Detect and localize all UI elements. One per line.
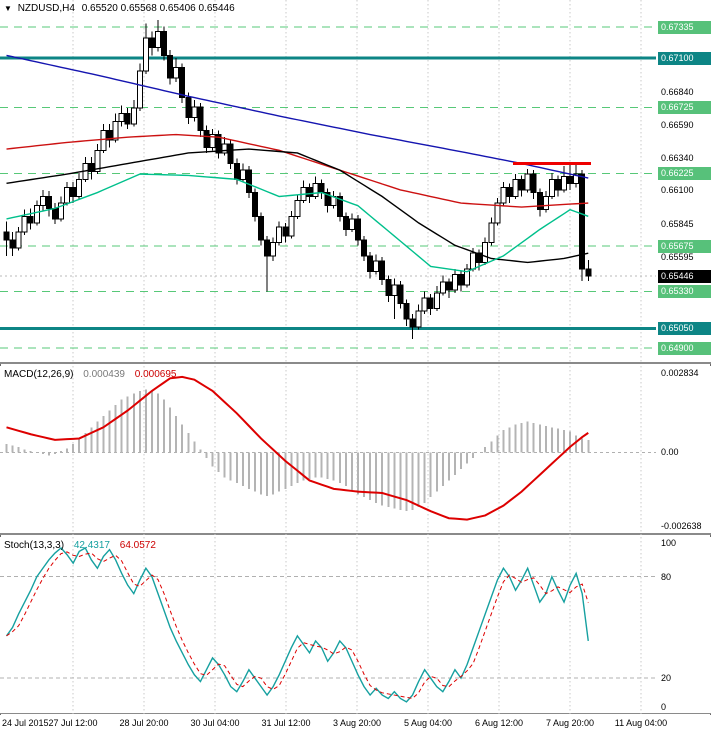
- time-axis-label: 5 Aug 04:00: [403, 718, 453, 728]
- stochastic-main-value: 42.4317: [73, 540, 110, 551]
- time-axis[interactable]: 24 Jul 2015 27 Jul 12:00 28 Jul 20:00 30 Ju…: [0, 715, 711, 733]
- symbol-dropdown-icon[interactable]: ▼: [4, 4, 12, 13]
- stochastic-indicator-label: Stoch(13,3,3) 42.4317 64.0572: [4, 540, 163, 551]
- macd-panel[interactable]: MACD(12,26,9) 0.000439 0.000695 0.002834…: [0, 366, 711, 535]
- time-axis-label: 24 Jul 2015: [2, 718, 49, 728]
- time-axis-label: 6 Aug 12:00: [474, 718, 524, 728]
- stochastic-canvas[interactable]: [0, 537, 711, 714]
- macd-signal-value: 0.000695: [134, 369, 177, 380]
- stochastic-name: Stoch(13,3,3): [4, 540, 65, 551]
- main-chart-panel[interactable]: ▼ NZDUSD,H4 0.65520 0.65568 0.65406 0.65…: [0, 0, 711, 364]
- time-axis-label: 7 Aug 20:00: [545, 718, 595, 728]
- chart-header: ▼ NZDUSD,H4 0.65520 0.65568 0.65406 0.65…: [4, 3, 239, 14]
- main-chart-canvas[interactable]: [0, 0, 711, 364]
- time-axis-label: 27 Jul 12:00: [48, 718, 98, 728]
- ohlc-values: 0.65520 0.65568 0.65406 0.65446: [81, 3, 235, 14]
- macd-canvas[interactable]: [0, 366, 711, 535]
- time-axis-label: 31 Jul 12:00: [261, 718, 311, 728]
- macd-name: MACD(12,26,9): [4, 369, 74, 380]
- stochastic-panel[interactable]: Stoch(13,3,3) 42.4317 64.0572 100 80 20 0: [0, 537, 711, 714]
- time-axis-label: 11 Aug 04:00: [614, 718, 668, 728]
- macd-main-value: 0.000439: [83, 369, 125, 380]
- stochastic-signal-value: 64.0572: [119, 540, 156, 551]
- symbol-title: NZDUSD,H4: [17, 3, 75, 14]
- macd-indicator-label: MACD(12,26,9) 0.000439 0.000695: [4, 369, 183, 380]
- time-axis-label: 3 Aug 20:00: [332, 718, 382, 728]
- time-axis-label: 30 Jul 04:00: [190, 718, 240, 728]
- time-axis-label: 28 Jul 20:00: [119, 718, 169, 728]
